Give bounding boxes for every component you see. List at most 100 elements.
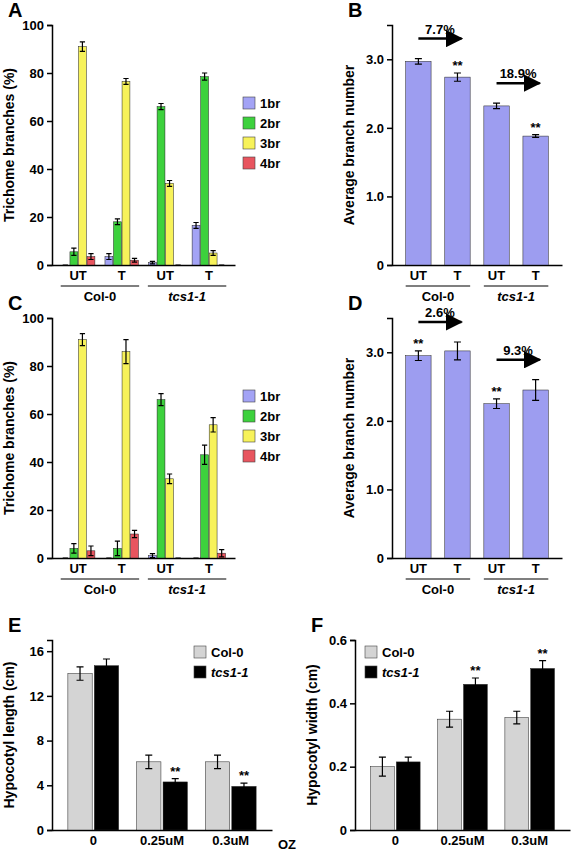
error-bar [88,546,93,556]
y-tick-mark [387,265,392,267]
y-tick-mark [387,59,392,61]
y-tick-label: 100 [22,311,44,326]
group-label: Col-0 [84,289,117,304]
legend-entry: tcs1-1 [194,665,249,680]
change-arrow [497,358,540,361]
legend-entry: 2br [243,409,280,424]
bar [137,762,161,830]
x-tick: UT [69,561,86,576]
y-tick: 0 [37,823,52,838]
y-axis-line [387,26,393,266]
bar [78,47,86,265]
error-bar [63,557,68,558]
error-bar [115,219,120,225]
bar [484,106,509,265]
panel: 01.02.03.0UTTUTT****Col-07.7%tcs1-118.9%… [341,0,563,304]
bar [174,265,182,266]
x-tick: T [118,561,126,576]
y-axis: 00.20.40.6 [329,633,356,838]
significance: ** [170,764,181,779]
y-tick: 12 [30,689,52,704]
y-axis: 020406080100 [22,18,52,273]
y-tick: 1.0 [366,189,392,204]
y-tick-label: 20 [30,503,44,518]
y-tick-label: 20 [30,210,44,225]
y-tick: 100 [22,18,52,33]
error-bar [219,550,224,557]
error-bar [193,557,198,558]
y-tick-mark [350,766,355,768]
x-tick-label: T [532,561,540,576]
y-tick: 0 [37,551,52,566]
legend-label: tcs1-1 [211,665,249,680]
y-tick: 2.0 [366,414,392,429]
x-tick-label: 0 [392,833,399,848]
y-axis-title: Hypocotyl width (cm) [304,664,320,806]
y-axis-line [47,26,53,266]
legend-swatch [365,646,377,658]
y-tick-label: 60 [30,407,44,422]
y-tick-mark [47,73,52,75]
error-bar [202,73,207,80]
x-axis: UTTUTT [393,266,563,284]
y-tick-label: 0 [37,551,44,566]
legend-swatch [243,390,255,402]
panel-label: F [311,614,323,636]
y-tick-mark [47,217,52,219]
panel-label: C [8,292,22,314]
legend-entry: 4br [243,156,280,171]
error-bar [211,418,216,432]
legend-swatch [243,430,255,442]
error-bar [202,445,207,464]
bar [105,558,113,559]
bar [396,762,420,830]
x-tick: T [532,561,540,576]
y-tick: 3.0 [366,52,392,67]
y-tick-mark [387,128,392,130]
y-tick: 40 [30,162,52,177]
change-label: 9.3% [503,343,533,358]
y-tick-label: 0 [377,551,384,566]
x-tick: UT [157,561,174,576]
y-tick-label: 40 [30,162,44,177]
x-tick-label: T [453,561,461,576]
legend-label: Col-0 [211,645,244,660]
error-bar [80,334,85,346]
error-bar [158,103,163,109]
group-label: Col-0 [84,582,117,597]
error-bar [158,394,163,406]
y-tick-mark [47,462,52,464]
y-tick-label: 8 [37,733,44,748]
bar [445,77,470,265]
x-axis: UTTUTT [53,266,236,284]
x-tick: UT [410,268,427,283]
y-tick: 0 [37,258,52,273]
y-tick: 80 [30,359,52,374]
x-axis: 00.25uM0.3uM [53,831,273,849]
y-tick-mark [387,421,392,423]
legend-entry: 3br [243,136,280,151]
y-tick-mark [47,414,52,416]
error-bar [132,530,137,537]
x-tick-label: UT [157,561,174,576]
error-bar [88,254,93,260]
error-bar [415,59,422,64]
legend-entry: 3br [243,429,280,444]
y-tick-mark [387,489,392,491]
y-tick-label: 0.6 [329,633,347,648]
y-tick: 0 [377,258,392,273]
y-tick: 8 [37,733,52,748]
bar [464,684,488,830]
error-bar [211,251,216,256]
group-bracket [406,285,470,286]
y-tick: 3.0 [366,345,392,360]
legend: 1br2br3br4br [243,389,280,464]
x-tick: T [453,268,461,283]
x-tick-label: UT [157,268,174,283]
y-tick-label: 60 [30,114,44,129]
x-tick: 0.25uM [440,833,484,848]
panel: 048121600.25uM0.3uM****OZHypocotyl lengt… [1,614,296,852]
y-tick-label: 4 [37,778,45,793]
change-label: 2.6% [425,305,455,320]
significance: ** [531,120,542,135]
